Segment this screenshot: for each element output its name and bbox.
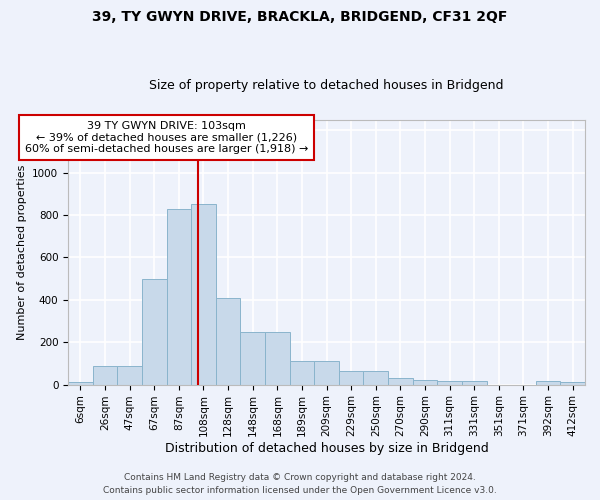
Bar	[560, 382, 585, 384]
Bar	[118, 366, 142, 384]
Bar	[241, 332, 265, 384]
Bar	[462, 382, 487, 384]
Text: Contains HM Land Registry data © Crown copyright and database right 2024.
Contai: Contains HM Land Registry data © Crown c…	[103, 474, 497, 495]
X-axis label: Distribution of detached houses by size in Bridgend: Distribution of detached houses by size …	[164, 442, 488, 455]
Bar	[388, 378, 413, 384]
Text: 39, TY GWYN DRIVE, BRACKLA, BRIDGEND, CF31 2QF: 39, TY GWYN DRIVE, BRACKLA, BRIDGEND, CF…	[92, 10, 508, 24]
Bar	[364, 371, 388, 384]
Y-axis label: Number of detached properties: Number of detached properties	[17, 164, 26, 340]
Bar	[339, 371, 364, 384]
Bar	[191, 204, 216, 384]
Bar	[68, 382, 93, 384]
Text: 39 TY GWYN DRIVE: 103sqm
← 39% of detached houses are smaller (1,226)
60% of sem: 39 TY GWYN DRIVE: 103sqm ← 39% of detach…	[25, 121, 308, 154]
Bar	[290, 362, 314, 384]
Bar	[167, 208, 191, 384]
Bar	[93, 366, 118, 384]
Bar	[216, 298, 241, 384]
Title: Size of property relative to detached houses in Bridgend: Size of property relative to detached ho…	[149, 79, 504, 92]
Bar	[437, 382, 462, 384]
Bar	[413, 380, 437, 384]
Bar	[142, 278, 167, 384]
Bar	[536, 382, 560, 384]
Bar	[265, 332, 290, 384]
Bar	[314, 362, 339, 384]
